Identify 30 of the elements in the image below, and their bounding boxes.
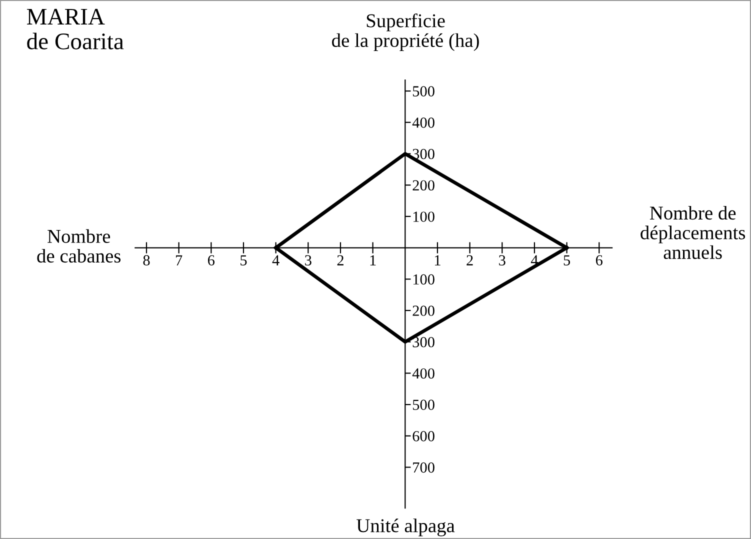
y-tick-label: 300	[412, 148, 434, 160]
y-tick-label: 100	[413, 212, 434, 222]
y-tick-label: 400	[412, 118, 434, 128]
y-tick-label: 700	[413, 462, 434, 473]
chart-title: MARIA de Coarita	[26, 8, 124, 50]
y-tick-label: 500	[412, 86, 434, 96]
x-tick-label: 6	[208, 255, 215, 266]
y-tick-label: 200	[412, 306, 434, 316]
x-tick-label: 6	[596, 255, 602, 266]
x-tick-label: 2	[466, 255, 473, 266]
y-tick-label: 200	[412, 180, 434, 191]
x-tick-label: 4	[272, 255, 280, 266]
x-tick-label: 8	[143, 255, 150, 266]
x-tick-label: 7	[176, 255, 182, 266]
x-tick-label: 2	[337, 255, 344, 266]
x-tick-label: 1	[370, 255, 376, 266]
y-tick-label: 600	[412, 431, 434, 442]
x-tick-label: 3	[305, 255, 312, 266]
text: Superficie de la propriété (ha)	[332, 13, 479, 51]
text: Nombre de déplacements annuels	[640, 206, 746, 260]
y-tick-label: 400	[412, 368, 434, 379]
text: Nombre de cabanes	[37, 229, 121, 263]
x-tick-label: 1	[435, 255, 440, 266]
y-tick-label: 100	[413, 274, 434, 285]
y-tick-label: 500	[412, 400, 434, 410]
text: Unité alpaga	[356, 518, 455, 536]
x-tick-label: 3	[499, 255, 506, 266]
x-tick-label: 5	[564, 255, 570, 266]
y-tick-label: 300	[412, 336, 434, 348]
x-tick-label: 5	[240, 255, 247, 266]
